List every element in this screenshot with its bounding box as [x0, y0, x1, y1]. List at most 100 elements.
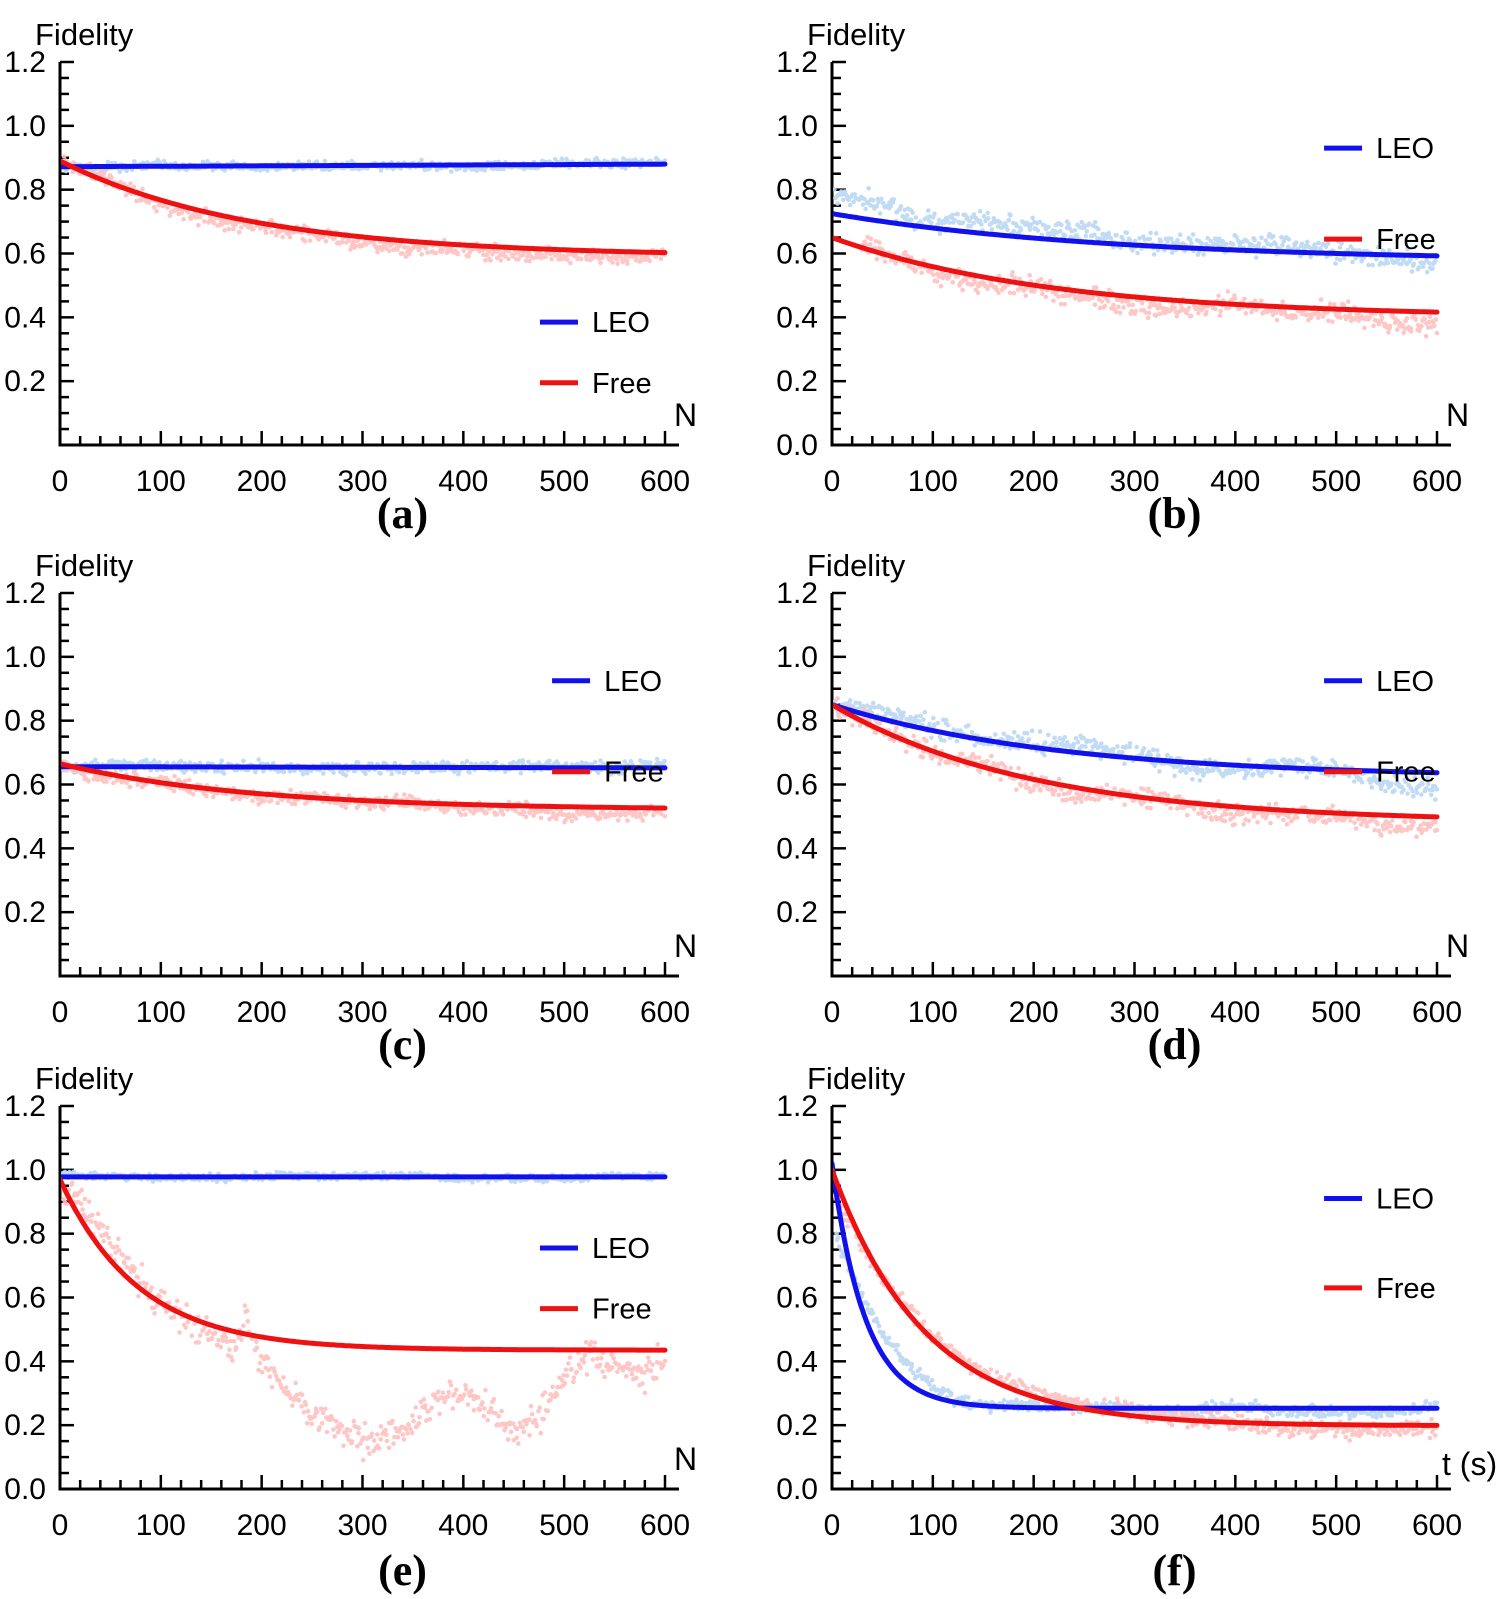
x-tick-label: 100: [136, 996, 186, 1029]
x-tick-label: 400: [1210, 1509, 1260, 1542]
ticks-b: [832, 60, 1439, 445]
panel-b: 0.0 0.2 0.4 0.6 0.8 1.0 1.2 0 100 200 300 400 500 600…: [776, 17, 1469, 538]
x-axis-title-e: N: [674, 1441, 697, 1477]
x-tick-label: 300: [1109, 996, 1159, 1029]
y-tick-label: 0.6: [776, 1282, 818, 1315]
x-tick-label: 200: [1009, 996, 1059, 1029]
tick-labels-c: 0.2 0.4 0.6 0.8 1.0 1.2 0 100 200 300 400 500 600: [4, 577, 690, 1029]
y-axis-title-f: Fidelity: [807, 1061, 906, 1096]
x-axis-title-b: N: [1446, 397, 1469, 433]
x-axis-title-c: N: [674, 928, 697, 964]
x-tick-label: 200: [237, 996, 287, 1029]
x-tick-label: 300: [337, 465, 387, 498]
y-tick-label: 0.0: [776, 1473, 818, 1506]
y-tick-label: 0.2: [4, 365, 46, 398]
x-tick-label: 200: [237, 465, 287, 498]
y-tick-label: 0.8: [4, 705, 46, 738]
panel-letter-d: (d): [1148, 1020, 1202, 1069]
y-axis-title-c: Fidelity: [35, 548, 134, 583]
x-tick-label: 600: [640, 1509, 690, 1542]
y-tick-label: 0.4: [776, 301, 818, 334]
legend-label-leo: LEO: [592, 1233, 650, 1265]
y-tick-label: 1.2: [776, 1090, 818, 1123]
tick-labels-a: 0.2 0.4 0.6 0.8 1.0 1.2 0 100 200 300 400 500 600: [4, 46, 690, 498]
x-tick-label: 100: [136, 1509, 186, 1542]
y-axis-title-d: Fidelity: [807, 548, 906, 583]
x-tick-label: 600: [640, 996, 690, 1029]
x-tick-label: 600: [1412, 996, 1462, 1029]
legend-label-free: Free: [1376, 1273, 1436, 1305]
legend-label-free: Free: [592, 368, 652, 400]
x-tick-label: 100: [908, 996, 958, 1029]
free-fit-line-c: [61, 761, 668, 811]
leo-fit-line-c: [61, 764, 668, 771]
x-tick-label: 600: [640, 465, 690, 498]
x-tick-label: 200: [237, 1509, 287, 1542]
y-tick-label: 1.0: [776, 1154, 818, 1187]
x-tick-label: 400: [1210, 996, 1260, 1029]
y-tick-label: 0.4: [4, 1345, 46, 1378]
y-tick-label: 1.0: [776, 110, 818, 143]
panel-letter-e: (e): [378, 1546, 427, 1595]
tick-labels-d: 0.2 0.4 0.6 0.8 1.0 1.2 0 100 200 300 400 500 600: [776, 577, 1462, 1029]
y-tick-label: 0.8: [4, 1218, 46, 1251]
x-tick-label: 500: [1311, 465, 1361, 498]
y-tick-label: 1.0: [776, 641, 818, 674]
x-tick-label: 400: [1210, 465, 1260, 498]
y-tick-label: 1.2: [776, 577, 818, 610]
y-tick-label: 0.4: [4, 832, 46, 865]
y-tick-label: 0.2: [776, 365, 818, 398]
y-tick-label: 0.6: [4, 238, 46, 271]
y-tick-label: 0.0: [4, 1473, 46, 1506]
y-tick-label: 0.4: [776, 1345, 818, 1378]
legend-b: LEO Free: [1324, 133, 1436, 256]
x-tick-label: 300: [337, 1509, 387, 1542]
x-tick-label: 500: [539, 996, 589, 1029]
tick-labels-f: 0.0 0.2 0.4 0.6 0.8 1.0 1.2 0 100 200 300 400 500 600: [776, 1090, 1462, 1542]
axes-d: [830, 593, 1451, 978]
free-fit-line-b: [833, 235, 1440, 315]
x-tick-label: 0: [824, 996, 841, 1029]
free-fit-line-d: [833, 702, 1440, 820]
x-tick-label: 0: [52, 465, 69, 498]
ticks-d: [832, 591, 1439, 976]
free-fit-line-a: [61, 158, 668, 256]
legend-e: LEO Free: [539, 1233, 652, 1326]
legend-label-free: Free: [1376, 757, 1436, 789]
leo-fit-line-b: [833, 211, 1440, 259]
y-tick-label: 0.6: [4, 1282, 46, 1315]
ticks-e: [60, 1104, 667, 1489]
y-tick-label: 0.4: [776, 832, 818, 865]
y-tick-label: 0.4: [4, 301, 46, 334]
x-tick-label: 0: [824, 465, 841, 498]
panel-d: 0.2 0.4 0.6 0.8 1.0 1.2 0 100 200 300 400 500 600 LEO…: [776, 548, 1469, 1069]
x-tick-label: 0: [824, 1509, 841, 1542]
panel-letter-f: (f): [1153, 1546, 1197, 1595]
legend-c: LEO Free: [552, 666, 664, 789]
legend-label-leo: LEO: [604, 666, 662, 698]
leo-fit-line-f: [833, 1161, 1440, 1411]
y-tick-label: 0.8: [4, 174, 46, 207]
y-axis-title-a: Fidelity: [35, 17, 134, 52]
y-tick-label: 1.0: [4, 110, 46, 143]
y-tick-label: 1.2: [4, 46, 46, 79]
y-tick-label: 0.2: [4, 896, 46, 929]
panel-f: 0.0 0.2 0.4 0.6 0.8 1.0 1.2 0 100 200 300 400 500 600…: [776, 1061, 1497, 1595]
x-tick-label: 200: [1009, 465, 1059, 498]
legend-label-leo: LEO: [1376, 133, 1434, 165]
tick-labels-e: 0.0 0.2 0.4 0.6 0.8 1.0 1.2 0 100 200 300 400 500 600: [4, 1090, 690, 1542]
x-tick-label: 300: [337, 996, 387, 1029]
y-tick-label: 0.8: [776, 174, 818, 207]
x-tick-label: 500: [1311, 996, 1361, 1029]
panel-e: 0.0 0.2 0.4 0.6 0.8 1.0 1.2 0 100 200 300 400 500 600…: [4, 1061, 697, 1595]
y-axis-title-b: Fidelity: [807, 17, 906, 52]
x-tick-label: 600: [1412, 465, 1462, 498]
legend-label-leo: LEO: [1376, 1184, 1434, 1216]
x-tick-label: 0: [52, 1509, 69, 1542]
y-tick-label: 0.6: [4, 769, 46, 802]
y-tick-label: 1.2: [4, 577, 46, 610]
x-tick-label: 500: [539, 1509, 589, 1542]
panel-a: 0.2 0.4 0.6 0.8 1.0 1.2 0 100 200 300 400 500 600 LEO…: [4, 17, 697, 538]
